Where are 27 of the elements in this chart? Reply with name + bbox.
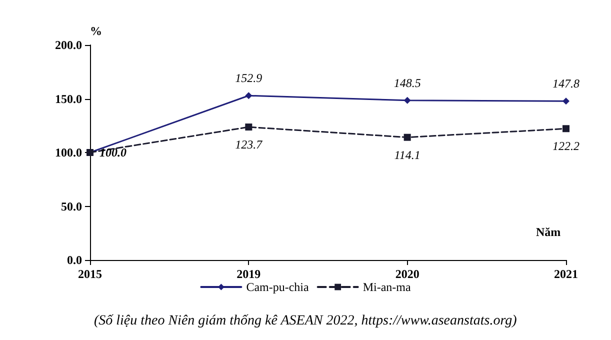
- point: [245, 92, 252, 100]
- y-tick-label: 0.0: [67, 253, 82, 267]
- point: [562, 98, 570, 105]
- data-label: 114.1: [394, 148, 420, 162]
- point: [562, 125, 570, 132]
- point: [245, 124, 252, 131]
- point: [404, 134, 411, 141]
- data-label: 123.7: [235, 138, 264, 152]
- y-tick-label: 200.0: [55, 38, 82, 52]
- point: [404, 96, 411, 104]
- x-tick-label: 2015: [78, 267, 102, 281]
- data-label: 152.9: [235, 71, 262, 86]
- y-tick-label: 50.0: [61, 199, 82, 214]
- y-tick-label: 100.0: [55, 146, 82, 160]
- data-label: 100.0: [100, 146, 126, 160]
- x-tick-label: 2020: [395, 267, 420, 281]
- x-tick-label: 2021: [554, 267, 578, 281]
- legend-label: Mi-an-ma: [362, 280, 412, 294]
- data-label: 122.2: [552, 139, 580, 154]
- x-tick-label: 2019: [236, 267, 261, 281]
- y-tick-label: 150.0: [55, 92, 82, 106]
- y-axis-title: %: [90, 24, 102, 38]
- text: (Số liệu theo Niên giám thống kê ASEAN 2022, https://www.aseanstats.org): [94, 314, 518, 328]
- data-label: 148.5: [394, 76, 421, 90]
- x-axis-title: Năm: [536, 225, 561, 239]
- legend-label: Cam-pu-chia: [246, 280, 310, 294]
- data-label: 147.8: [552, 76, 580, 91]
